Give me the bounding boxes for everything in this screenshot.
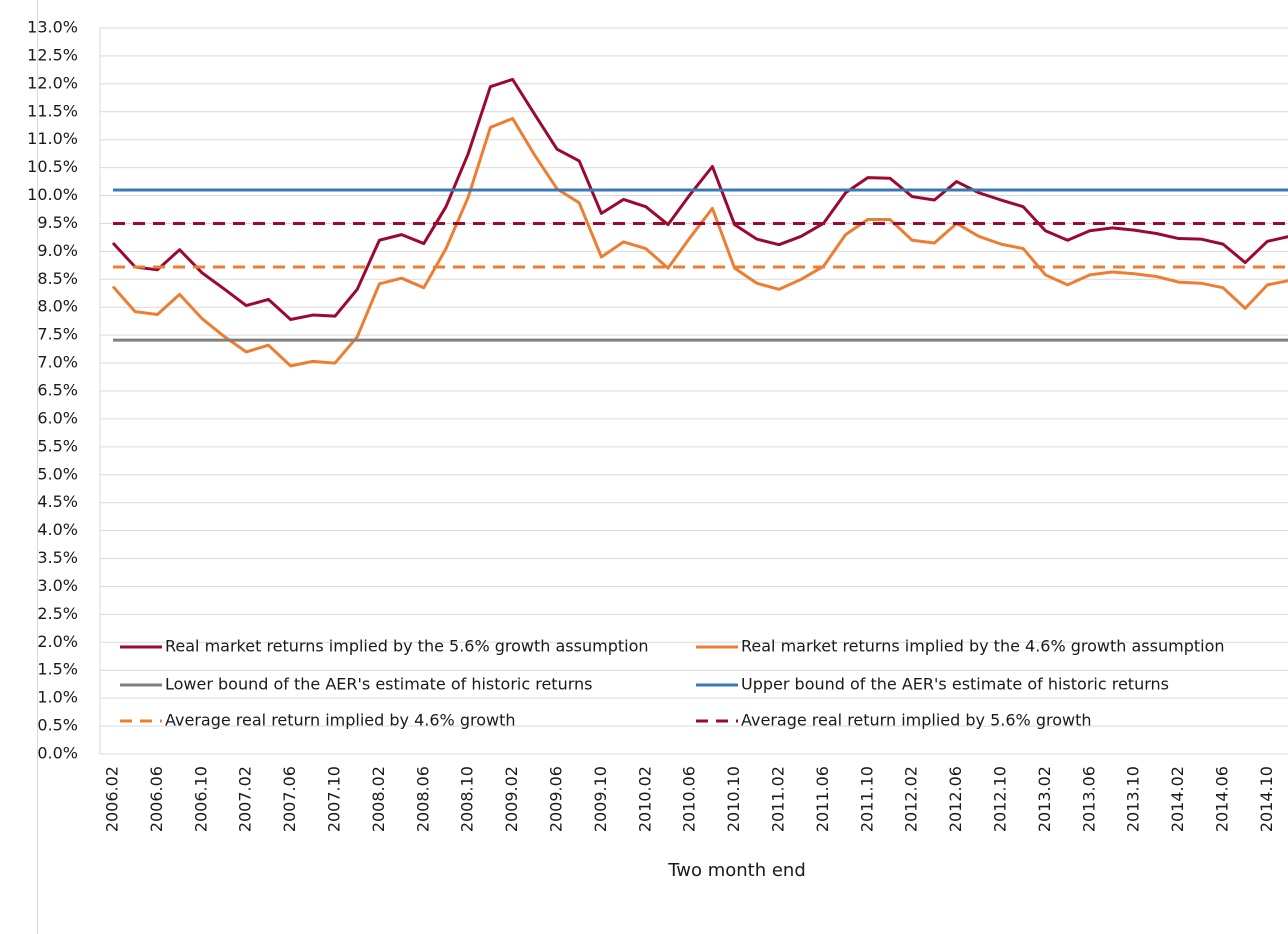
y-tick-label: 3.5% [37,548,78,567]
x-tick-label: 2013.06 [1079,766,1098,832]
y-tick-label: 10.5% [27,157,78,176]
x-tick-label: 2010.10 [724,766,743,832]
y-tick-label: 1.0% [37,688,78,707]
x-tick-label: 2006.10 [191,766,210,832]
x-tick-label: 2010.02 [635,766,654,832]
y-tick-label: 1.5% [37,660,78,679]
x-tick-label: 2014.10 [1257,766,1276,832]
x-tick-label: 2008.02 [369,766,388,832]
x-tick-label: 2013.02 [1035,766,1054,832]
y-tick-label: 7.0% [37,353,78,372]
y-tick-label: 9.0% [37,241,78,260]
legend-label: Real market returns implied by the 4.6% … [741,637,1225,656]
y-tick-label: 5.5% [37,436,78,455]
x-tick-label: 2008.10 [458,766,477,832]
y-tick-label: 2.5% [37,604,78,623]
y-tick-label: 7.5% [37,325,78,344]
legend-label: Real market returns implied by the 5.6% … [165,637,649,656]
x-tick-label: 2007.10 [325,766,344,832]
y-tick-label: 11.5% [27,101,78,120]
x-tick-label: 2009.02 [502,766,521,832]
legend-label: Lower bound of the AER's estimate of his… [165,675,592,694]
x-tick-label: 2007.06 [280,766,299,832]
y-tick-label: 11.0% [27,129,78,148]
y-tick-label: 4.0% [37,520,78,539]
y-tick-label: 6.5% [37,381,78,400]
y-tick-label: 3.0% [37,576,78,595]
series-line [111,116,1288,368]
x-tick-label: 2006.06 [147,766,166,832]
x-tick-label: 2011.06 [813,766,832,832]
y-tick-label: 6.0% [37,408,78,427]
y-tick-label: 12.0% [27,73,78,92]
series-line [111,77,1288,322]
x-tick-label: 2011.02 [769,766,788,832]
legend-label: Average real return implied by 4.6% grow… [165,711,515,730]
x-tick-label: 2006.02 [103,766,122,832]
x-axis-title: Two month end [667,860,806,881]
x-tick-label: 2012.10 [991,766,1010,832]
y-tick-label: 10.0% [27,185,78,204]
y-tick-label: 5.0% [37,464,78,483]
y-tick-label: 2.0% [37,632,78,651]
y-tick-label: 8.0% [37,297,78,316]
legend-label: Upper bound of the AER's estimate of his… [741,675,1169,694]
x-tick-label: 2008.06 [413,766,432,832]
x-tick-label: 2011.10 [857,766,876,832]
y-tick-label: 8.5% [37,269,78,288]
x-tick-label: 2009.10 [591,766,610,832]
x-tick-label: 2007.02 [236,766,255,832]
x-tick-label: 2014.02 [1168,766,1187,832]
y-tick-label: 12.5% [27,45,78,64]
y-tick-label: 0.0% [37,744,78,763]
y-tick-label: 4.5% [37,492,78,511]
y-tick-label: 13.0% [27,18,78,37]
y-tick-label: 0.5% [37,716,78,735]
y-tick-label: 9.5% [37,213,78,232]
x-tick-label: 2012.02 [902,766,921,832]
x-tick-label: 2010.06 [680,766,699,832]
x-tick-label: 2012.06 [946,766,965,832]
x-tick-label: 2009.06 [547,766,566,832]
x-tick-label: 2014.06 [1213,766,1232,832]
x-tick-label: 2013.10 [1124,766,1143,832]
legend-label: Average real return implied by 5.6% grow… [741,711,1091,730]
